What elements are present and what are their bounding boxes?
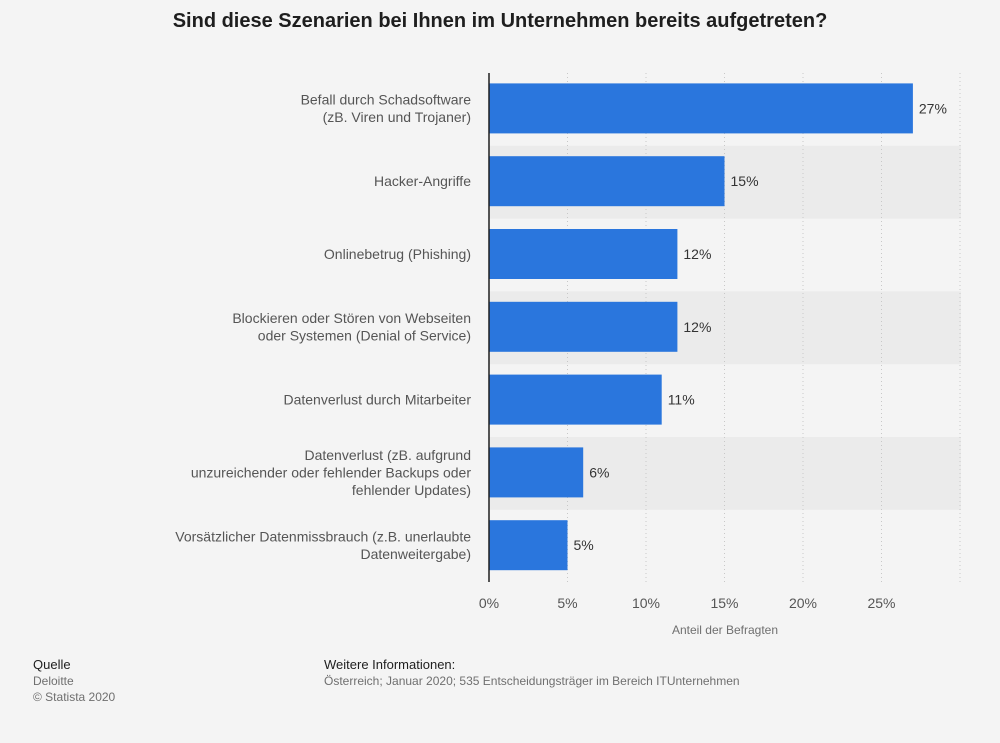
category-label: (zB. Viren und Trojaner): [323, 109, 471, 125]
category-label: oder Systemen (Denial of Service): [258, 328, 471, 344]
chart-title: Sind diese Szenarien bei Ihnen im Untern…: [172, 10, 828, 32]
info-block: Weitere Informationen: Österreich; Janua…: [324, 657, 740, 689]
category-label: Vorsätzlicher Datenmissbrauch (z.B. uner…: [175, 528, 471, 544]
bar: [489, 447, 584, 498]
bar: [489, 83, 913, 134]
bar-chart: 27% Befall durch Schadsoftware(zB. Viren …: [175, 73, 961, 637]
x-tick-label: 5%: [557, 595, 577, 611]
value-label: 11%: [668, 392, 695, 408]
category-label: Hacker-Angriffe: [374, 173, 471, 189]
x-tick-label: 0%: [479, 595, 499, 611]
source-block: Quelle Deloitte © Statista 2020: [33, 657, 115, 705]
bar: [489, 156, 725, 207]
value-label: 5%: [574, 537, 594, 553]
category-label: unzureichender oder fehlender Backups od…: [191, 464, 472, 480]
value-label: 12%: [683, 246, 711, 262]
category-label: Datenverlust (zB. aufgrund: [304, 447, 471, 463]
x-tick-label: 15%: [710, 595, 738, 611]
value-label: 6%: [589, 464, 609, 480]
category-label: Onlinebetrug (Phishing): [324, 246, 471, 262]
x-tick-label: 20%: [789, 595, 817, 611]
x-tick-label: 10%: [632, 595, 660, 611]
bar: [489, 301, 678, 352]
category-label: Datenverlust durch Mitarbeiter: [283, 392, 471, 408]
value-label: 12%: [683, 319, 711, 335]
source-heading: Quelle: [33, 657, 71, 672]
copyright: © Statista 2020: [33, 690, 116, 704]
source-name: Deloitte: [33, 674, 74, 688]
bar: [489, 229, 678, 279]
bar: [489, 374, 662, 425]
info-text: Österreich; Januar 2020; 535 Entscheidun…: [324, 674, 740, 688]
category-label: fehlender Updates): [352, 482, 471, 498]
x-axis-title: Anteil der Befragten: [672, 623, 778, 637]
category-label: Datenweitergabe): [360, 546, 471, 562]
value-label: 27%: [919, 100, 947, 116]
value-label: 15%: [731, 173, 759, 189]
bar: [489, 520, 568, 571]
category-label: Blockieren oder Stören von Webseiten: [232, 310, 471, 326]
info-heading: Weitere Informationen:: [324, 657, 456, 672]
x-tick-label: 25%: [867, 595, 895, 611]
category-label: Befall durch Schadsoftware: [301, 92, 472, 108]
